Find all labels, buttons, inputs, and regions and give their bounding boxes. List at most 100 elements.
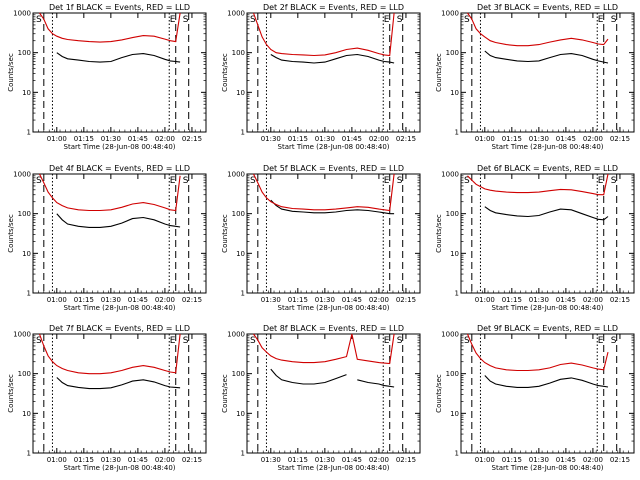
x-tick-label: 02:00	[155, 456, 175, 464]
y-tick-label: 100	[232, 370, 245, 378]
x-tick-label: 01:45	[342, 456, 362, 464]
x-tick-label: 02:15	[396, 296, 416, 304]
x-tick-label: 02:00	[155, 296, 175, 304]
event-marker-label: S	[397, 15, 403, 25]
chart-panel-5: Det 5f BLACK = Events, RED = LLD 1 10 100 10…	[221, 164, 421, 312]
lld-series-line	[39, 12, 181, 43]
event-marker-label: E	[598, 176, 604, 186]
x-tick-label: 02:15	[182, 456, 202, 464]
event-marker-label: S	[250, 15, 256, 25]
x-tick-label: 01:45	[342, 296, 362, 304]
x-tick-label: 02:15	[182, 135, 202, 143]
y-axis-label: Counts/sec	[435, 214, 443, 253]
event-marker-label: E	[598, 15, 604, 25]
event-marker-label: E	[170, 176, 176, 186]
event-marker-label: E	[384, 15, 390, 25]
event-marker-label: E	[384, 336, 390, 346]
event-marker-label: S	[464, 15, 470, 25]
y-tick-label: 1	[241, 450, 245, 458]
x-tick-label: 01:45	[556, 456, 576, 464]
x-tick-label: 01:45	[342, 135, 362, 143]
y-tick-label: 100	[446, 370, 459, 378]
events-series-line	[270, 53, 395, 64]
y-tick-label: 10	[236, 89, 245, 97]
y-tick-label: 10	[22, 410, 31, 418]
x-tick-label: 02:15	[610, 296, 630, 304]
x-tick-label: 02:15	[396, 456, 416, 464]
events-series-line	[484, 50, 609, 64]
y-tick-label: 100	[18, 49, 31, 57]
x-tick-label: 02:15	[396, 135, 416, 143]
events-series-line	[56, 52, 181, 63]
x-tick-label: 01:15	[288, 296, 308, 304]
event-marker-label: S	[611, 15, 617, 25]
y-tick-label: 1	[241, 290, 245, 298]
x-tick-label: 01:45	[556, 135, 576, 143]
chart-panel-1: Det 1f BLACK = Events, RED = LLD 1 10 100 10…	[7, 3, 207, 151]
x-tick-label: 01:15	[74, 135, 94, 143]
chart-panel-9: Det 9f BLACK = Events, RED = LLD 1 10 100 10…	[435, 324, 635, 472]
y-tick-label: 1000	[227, 171, 245, 179]
plot-frame	[32, 333, 207, 454]
events-series-line	[484, 375, 609, 388]
y-tick-label: 10	[450, 410, 459, 418]
y-tick-label: 1	[27, 129, 31, 137]
y-tick-label: 1	[27, 290, 31, 298]
x-tick-label: 02:15	[610, 135, 630, 143]
x-axis-label: Start Time (28-Jun-08 00:48:40)	[278, 143, 390, 151]
event-marker-label: S	[183, 336, 189, 346]
event-marker-label: S	[611, 336, 617, 346]
x-tick-label: 01:00	[475, 456, 495, 464]
events-series-line	[484, 206, 609, 221]
x-tick-label: 02:00	[583, 456, 603, 464]
y-axis-label: Counts/sec	[221, 214, 229, 253]
chart-title: Det 3f BLACK = Events, RED = LLD	[477, 3, 618, 12]
plot-frame	[32, 173, 207, 294]
chart-panel-6: Det 6f BLACK = Events, RED = LLD 1 10 100 10…	[435, 164, 635, 312]
y-axis-label: Counts/sec	[7, 214, 15, 253]
lld-series-line	[467, 173, 609, 196]
y-tick-label: 10	[22, 250, 31, 258]
y-tick-label: 100	[232, 210, 245, 218]
x-tick-label: 02:00	[369, 456, 389, 464]
x-tick-label: 02:00	[369, 135, 389, 143]
x-tick-label: 01:00	[47, 456, 67, 464]
y-tick-label: 1000	[13, 10, 31, 18]
chart-panel-8: Det 8f BLACK = Events, RED = LLD 1 10 100 10…	[221, 324, 421, 472]
chart-title: Det 4f BLACK = Events, RED = LLD	[49, 164, 190, 173]
event-marker-label: S	[250, 336, 256, 346]
y-axis-label: Counts/sec	[7, 374, 15, 413]
y-tick-label: 1	[27, 450, 31, 458]
chart-title: Det 2f BLACK = Events, RED = LLD	[263, 3, 404, 12]
y-tick-label: 1	[455, 129, 459, 137]
x-tick-label: 02:00	[155, 135, 175, 143]
x-tick-label: 01:30	[529, 296, 549, 304]
event-marker-label: S	[183, 15, 189, 25]
x-tick-label: 01:00	[47, 135, 67, 143]
x-tick-label: 01:30	[315, 135, 335, 143]
plot-frame	[460, 333, 635, 454]
chart-panel-2: Det 2f BLACK = Events, RED = LLD 1 10 100 10…	[221, 3, 421, 151]
y-tick-label: 10	[236, 410, 245, 418]
x-tick-label: 01:00	[475, 296, 495, 304]
y-tick-label: 1000	[227, 10, 245, 18]
x-axis-label: Start Time (28-Jun-08 00:48:40)	[492, 464, 604, 472]
y-tick-label: 100	[18, 370, 31, 378]
x-tick-label: 02:00	[583, 296, 603, 304]
x-tick-label: 01:15	[502, 135, 522, 143]
x-tick-label: 01:15	[288, 456, 308, 464]
y-tick-label: 100	[446, 210, 459, 218]
chart-title: Det 1f BLACK = Events, RED = LLD	[49, 3, 190, 12]
chart-panel-7: Det 7f BLACK = Events, RED = LLD 1 10 100 10…	[7, 324, 207, 472]
x-axis-label: Start Time (28-Jun-08 00:48:40)	[64, 304, 176, 312]
y-tick-label: 1000	[441, 10, 459, 18]
event-marker-label: S	[36, 336, 42, 346]
chart-title: Det 6f BLACK = Events, RED = LLD	[477, 164, 618, 173]
plot-frame	[460, 173, 635, 294]
x-tick-label: 01:30	[101, 456, 121, 464]
x-tick-label: 01:45	[556, 296, 576, 304]
y-tick-label: 10	[236, 250, 245, 258]
x-tick-label: 02:00	[583, 135, 603, 143]
plot-frame	[246, 12, 421, 133]
